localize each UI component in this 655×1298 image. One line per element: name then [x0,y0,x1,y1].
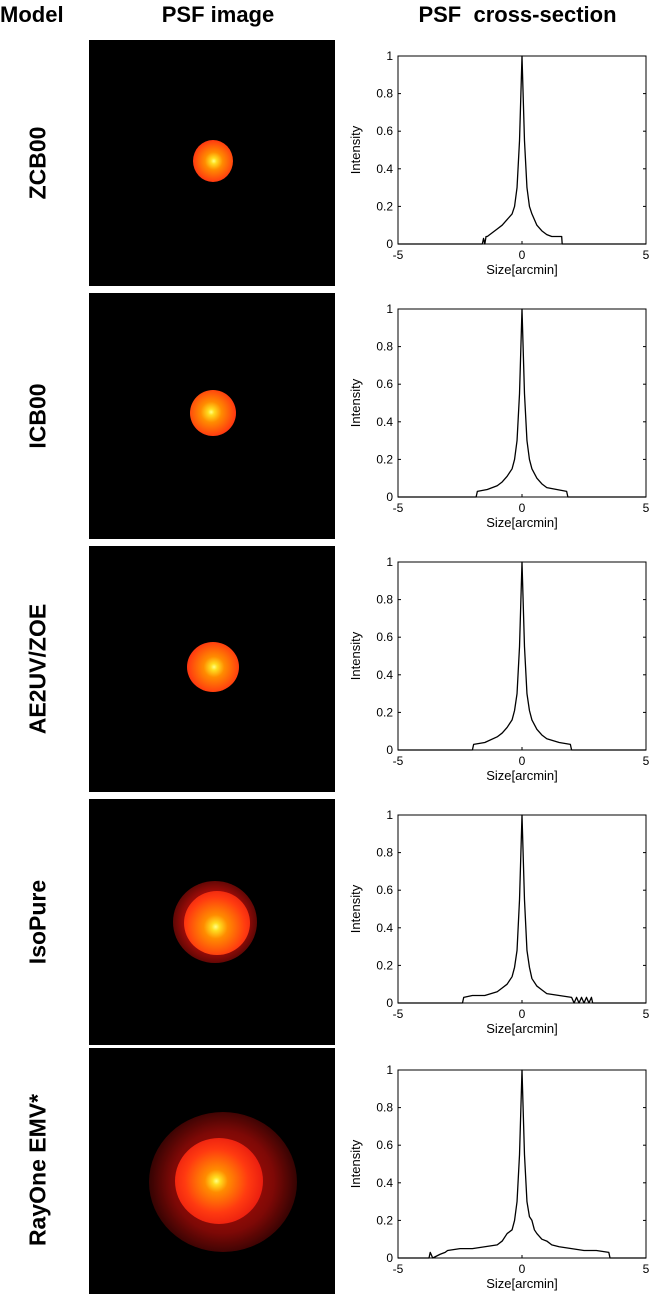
y-tick-label: 0.6 [376,883,393,897]
psf-spot [187,642,239,692]
y-tick-label: 0.6 [376,1138,393,1152]
x-tick-label: -5 [393,1007,404,1021]
y-tick-label: 0.8 [376,1101,393,1115]
x-tick-label: -5 [393,754,404,768]
model-label-isopure: IsoPure [24,879,51,965]
plot-frame [397,55,647,245]
x-axis-label: Size[arcmin] [486,1276,558,1291]
x-tick-label: 0 [519,754,526,768]
y-tick-label: 0.6 [376,630,393,644]
y-tick-label: 0.4 [376,921,393,935]
x-tick-label: 5 [643,1007,650,1021]
y-tick-label: 0 [386,490,393,504]
y-tick-label: 0.2 [376,958,393,972]
model-label-icb00: ICB00 [24,383,51,449]
x-axis-label: Size[arcmin] [486,515,558,530]
psf-spot [190,390,236,436]
y-axis-label: Intensity [348,125,363,174]
x-tick-label: -5 [393,1262,404,1276]
y-tick-label: 0.8 [376,87,393,101]
x-axis-label: Size[arcmin] [486,1021,558,1036]
psf-curve [398,1069,646,1259]
y-axis-label: Intensity [348,1139,363,1188]
psf-spot [193,140,233,182]
psf-spot [175,1138,263,1224]
y-tick-label: 0 [386,743,393,757]
x-axis-label: Size[arcmin] [486,768,558,783]
y-tick-label: 0.6 [376,124,393,138]
model-label-zcb00: ZCB00 [24,126,51,200]
psf-curve [398,561,646,751]
header-model: Model [0,2,64,27]
y-tick-label: 0.4 [376,668,393,682]
y-tick-label: 1 [386,1063,393,1077]
y-tick-label: 0 [386,1251,393,1265]
x-tick-label: 0 [519,248,526,262]
y-tick-label: 0.2 [376,199,393,213]
x-tick-label: 5 [643,754,650,768]
y-tick-label: 1 [386,49,393,63]
psf-image-ae2uv-zoe [89,546,335,792]
y-tick-label: 1 [386,302,393,316]
y-axis-label: Intensity [348,631,363,680]
y-tick-label: 0.4 [376,1176,393,1190]
x-tick-label: 0 [519,501,526,515]
plot-frame [397,1069,647,1259]
x-tick-label: -5 [393,501,404,515]
y-tick-label: 0.2 [376,705,393,719]
plot-frame [397,308,647,498]
y-tick-label: 0 [386,237,393,251]
y-tick-label: 0.2 [376,452,393,466]
psf-image-icb00 [89,293,335,539]
x-axis-label: Size[arcmin] [486,262,558,277]
x-tick-label: 0 [519,1262,526,1276]
psf-curve [398,55,646,245]
y-axis-label: Intensity [348,378,363,427]
y-tick-label: 0.4 [376,415,393,429]
y-axis-label: Intensity [348,884,363,933]
x-tick-label: -5 [393,248,404,262]
y-tick-label: 0.8 [376,340,393,354]
psf-image-zcb00 [89,40,335,286]
x-tick-label: 5 [643,1262,650,1276]
model-label-rayone-emv: RayOne EMV* [24,1093,51,1247]
y-tick-label: 0.4 [376,162,393,176]
plot-frame [397,814,647,1004]
x-tick-label: 5 [643,501,650,515]
psf-curve [398,814,646,1004]
psf-image-isopure [89,799,335,1045]
header-psf-cross-section: PSF cross-section [418,2,617,27]
y-tick-label: 0.2 [376,1213,393,1227]
x-tick-label: 0 [519,1007,526,1021]
psf-image-rayone-emv [89,1048,335,1294]
y-tick-label: 0.6 [376,377,393,391]
y-tick-label: 0.8 [376,593,393,607]
y-tick-label: 1 [386,808,393,822]
psf-curve [398,308,646,498]
y-tick-label: 1 [386,555,393,569]
plot-frame [397,561,647,751]
y-tick-label: 0 [386,996,393,1010]
x-tick-label: 5 [643,248,650,262]
header-psf-image: PSF image [161,2,275,27]
y-tick-label: 0.8 [376,846,393,860]
model-label-ae2uv-zoe: AE2UV/ZOE [24,603,51,735]
psf-spot [184,891,250,955]
